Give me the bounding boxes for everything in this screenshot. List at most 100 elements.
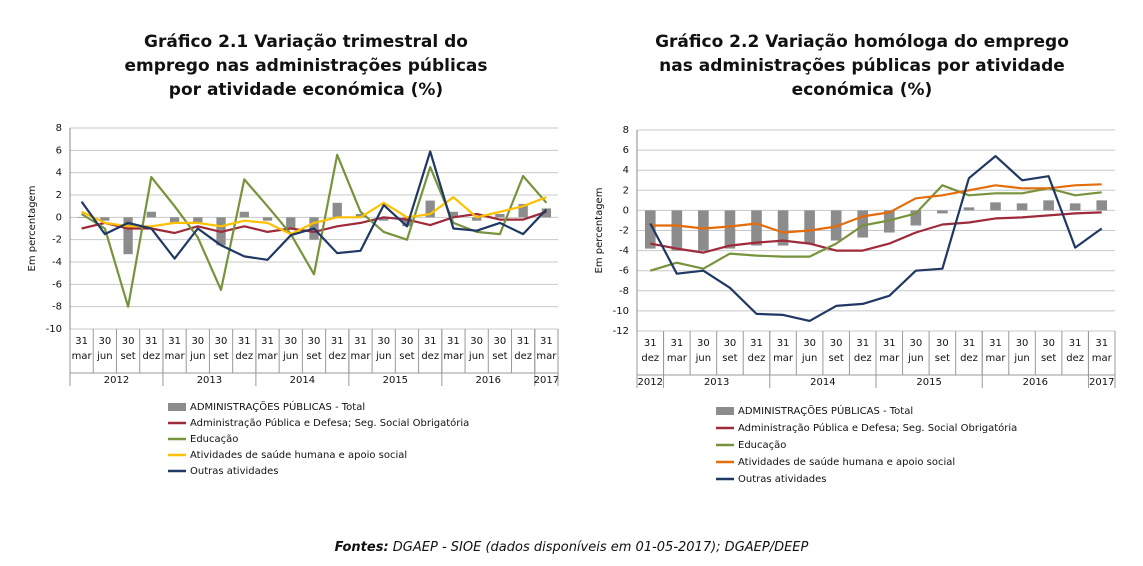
x-tick-label: 30 xyxy=(1042,338,1055,349)
bar xyxy=(193,217,203,223)
y-tick-label: -10 xyxy=(613,306,629,317)
y-tick-label: -4 xyxy=(619,246,629,257)
legend-label: Administração Pública e Defesa; Seg. Soc… xyxy=(738,422,1017,434)
x-tick-label: set xyxy=(492,351,507,362)
x-tick-label: set xyxy=(1041,353,1056,364)
y-tick-label: 2 xyxy=(56,190,62,201)
group-label: 2017 xyxy=(1089,377,1114,388)
group-label: 2016 xyxy=(1023,377,1048,388)
x-tick-label: 31 xyxy=(644,338,657,349)
group-label: 2017 xyxy=(534,375,559,386)
line xyxy=(650,211,1102,254)
x-tick-label: set xyxy=(722,353,737,364)
x-tick-label: dez xyxy=(142,351,160,362)
x-tick-label: mar xyxy=(773,353,794,364)
line xyxy=(81,196,547,236)
x-tick-label: mar xyxy=(1092,353,1113,364)
line xyxy=(649,155,1103,322)
x-tick-label: jun xyxy=(801,353,817,364)
bar xyxy=(644,210,656,249)
x-tick-label: 31 xyxy=(261,336,274,347)
x-tick-label: dez xyxy=(421,351,439,362)
x-tick-label: mar xyxy=(443,351,464,362)
line xyxy=(650,183,1102,234)
bar xyxy=(169,217,180,223)
bar xyxy=(76,217,87,218)
x-tick-label: 30 xyxy=(308,336,321,347)
y-tick-label: -4 xyxy=(52,257,62,268)
group-label: 2013 xyxy=(704,377,729,388)
x-tick-label: dez xyxy=(748,353,766,364)
x-tick-label: set xyxy=(399,351,414,362)
legend-label: Atividades de saúde humana e apoio socia… xyxy=(738,456,955,468)
x-tick-label: 30 xyxy=(122,336,135,347)
bar xyxy=(286,217,296,229)
bar xyxy=(671,210,683,251)
x-tick-label: 31 xyxy=(168,336,181,347)
x-tick-label: 30 xyxy=(909,338,922,349)
x-tick-label: 30 xyxy=(377,336,390,347)
x-tick-label: 31 xyxy=(989,338,1002,349)
bar xyxy=(1016,203,1028,211)
bar xyxy=(332,202,342,218)
group-label: 2014 xyxy=(290,375,315,386)
bar xyxy=(963,207,975,211)
bar xyxy=(1069,203,1081,211)
x-tick-label: 31 xyxy=(670,338,683,349)
x-tick-label: mar xyxy=(165,351,186,362)
x-tick-label: 31 xyxy=(238,336,251,347)
y-tick-label: -8 xyxy=(619,286,629,297)
bar xyxy=(910,210,922,226)
x-tick-label: jun xyxy=(1013,353,1029,364)
legend-label: Atividades de saúde humana e apoio socia… xyxy=(190,449,407,461)
bar xyxy=(857,210,869,238)
x-tick-label: jun xyxy=(375,351,391,362)
x-tick-label: 30 xyxy=(215,336,228,347)
x-tick-label: mar xyxy=(986,353,1007,364)
y-tick-label: 0 xyxy=(56,212,62,223)
y-tick-label: -2 xyxy=(619,226,629,237)
group-label: 2014 xyxy=(810,377,835,388)
y-tick-label: 8 xyxy=(623,125,629,136)
bar xyxy=(472,217,482,221)
group-label: 2012 xyxy=(638,377,663,388)
x-tick-label: dez xyxy=(514,351,532,362)
y-tick-label: 6 xyxy=(623,145,629,156)
bar xyxy=(448,211,459,218)
x-tick-label: 30 xyxy=(401,336,414,347)
x-tick-label: mar xyxy=(350,351,371,362)
x-tick-label: jun xyxy=(96,351,112,362)
y-tick-label: -6 xyxy=(52,279,62,290)
x-tick-label: dez xyxy=(1066,353,1084,364)
source-text: DGAEP - SIOE (dados disponíveis em 01-05… xyxy=(392,540,809,555)
bar xyxy=(402,217,412,227)
y-tick-label: 6 xyxy=(56,145,62,156)
x-tick-label: 30 xyxy=(724,338,737,349)
x-tick-label: 30 xyxy=(830,338,843,349)
legend-label: Educação xyxy=(190,434,238,445)
x-tick-label: mar xyxy=(258,351,279,362)
x-tick-label: set xyxy=(829,353,844,364)
legend-label: Educação xyxy=(738,440,786,451)
x-tick-label: 30 xyxy=(494,336,507,347)
x-tick-label: 31 xyxy=(1069,338,1082,349)
legend-label: ADMINISTRAÇÕES PÚBLICAS - Total xyxy=(190,400,365,413)
group-label: 2015 xyxy=(383,375,408,386)
bar xyxy=(990,202,1001,211)
bar xyxy=(239,211,249,218)
bar xyxy=(804,210,815,244)
group-label: 2013 xyxy=(197,375,222,386)
y-tick-label: 4 xyxy=(623,165,629,176)
x-tick-label: mar xyxy=(667,353,688,364)
bar xyxy=(495,213,505,218)
x-tick-label: jun xyxy=(695,353,711,364)
x-tick-label: 31 xyxy=(883,338,896,349)
x-tick-label: jun xyxy=(189,351,205,362)
x-tick-label: dez xyxy=(328,351,346,362)
x-tick-label: 30 xyxy=(98,336,111,347)
x-tick-label: 30 xyxy=(697,338,710,349)
x-tick-label: dez xyxy=(641,353,659,364)
source: Fontes: DGAEP - SIOE (dados disponíveis … xyxy=(0,540,1143,555)
y-tick-label: 2 xyxy=(623,185,629,196)
line xyxy=(81,210,547,235)
